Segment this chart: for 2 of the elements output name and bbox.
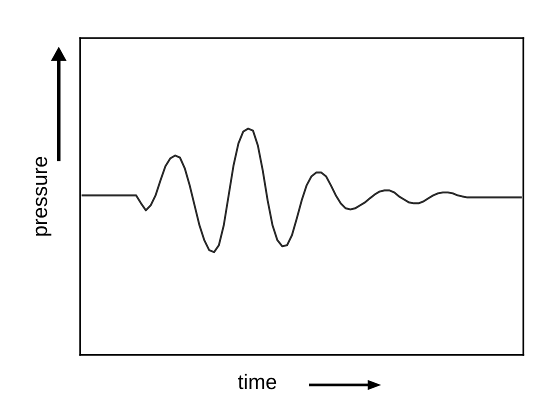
y-axis-title: pressure — [36, 156, 52, 236]
x-axis-title: time — [238, 374, 276, 390]
